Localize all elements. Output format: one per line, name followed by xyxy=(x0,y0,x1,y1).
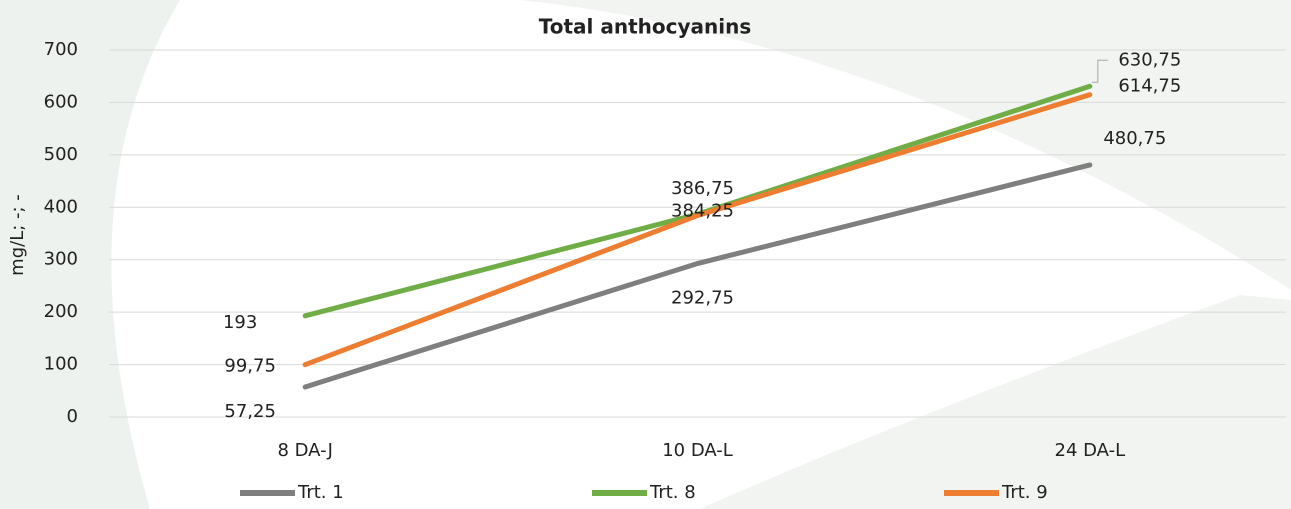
series-line xyxy=(302,162,1093,390)
series-line xyxy=(302,92,1093,368)
y-tick-label: 600 xyxy=(44,91,78,112)
x-tick-label: 8 DA-J xyxy=(277,440,332,461)
leader-line xyxy=(1091,59,1108,83)
data-label: 57,25 xyxy=(224,401,276,422)
y-tick-label: 200 xyxy=(44,301,78,322)
data-label: 386,75 xyxy=(671,178,734,199)
data-label: 630,75 xyxy=(1118,49,1181,70)
y-tick-label: 700 xyxy=(44,39,78,60)
y-tick-label: 100 xyxy=(44,354,78,375)
data-label: 384,25 xyxy=(671,201,734,222)
data-label: 193 xyxy=(223,312,257,333)
data-label: 292,75 xyxy=(671,288,734,309)
data-label: 480,75 xyxy=(1103,128,1166,149)
x-tick-label: 10 DA-L xyxy=(662,440,733,461)
x-tick-label: 24 DA-L xyxy=(1055,440,1126,461)
chart-title: Total anthocyanins xyxy=(539,15,752,39)
data-label: 99,75 xyxy=(224,356,276,377)
y-tick-label: 400 xyxy=(44,196,78,217)
y-tick-label: 0 xyxy=(67,406,78,427)
y-tick-label: 500 xyxy=(44,144,78,165)
data-label: 614,75 xyxy=(1118,76,1181,97)
legend-label: Trt. 8 xyxy=(649,482,696,503)
legend-label: Trt. 9 xyxy=(1001,482,1048,503)
y-axis-label: mg/L; -; - xyxy=(7,194,28,276)
y-tick-label: 300 xyxy=(44,249,78,270)
legend-label: Trt. 1 xyxy=(297,482,344,503)
